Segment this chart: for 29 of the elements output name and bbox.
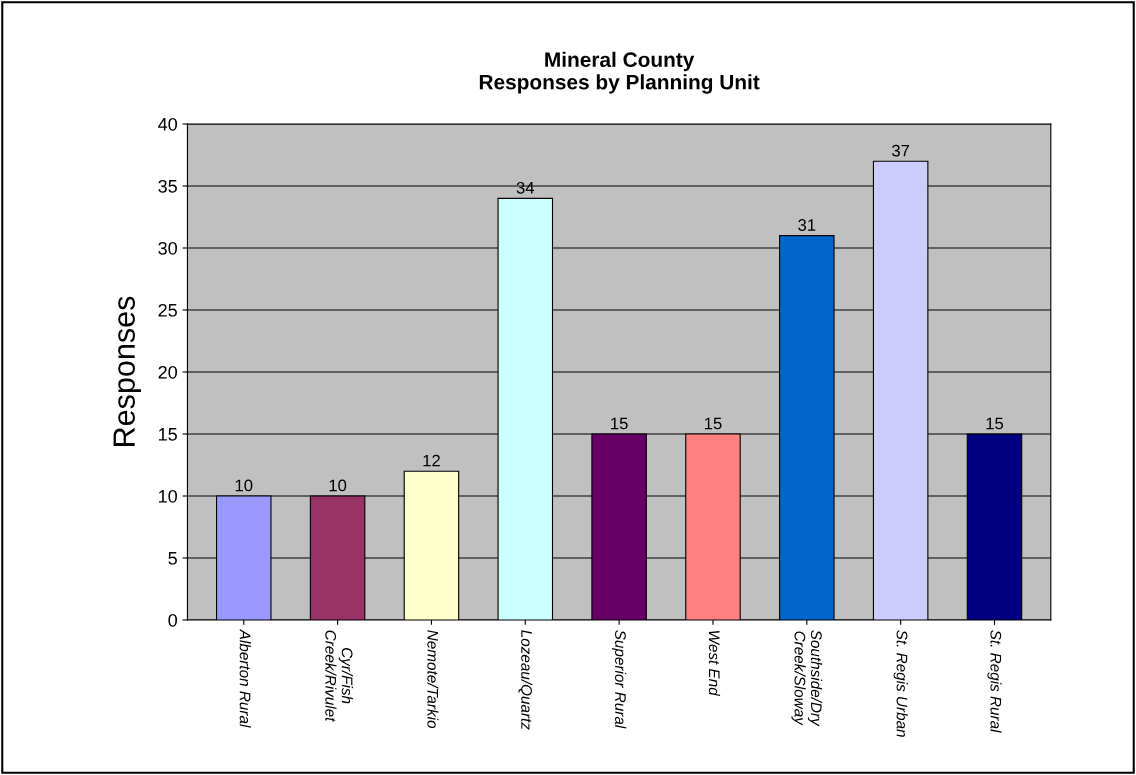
x-tick-label: St. Regis Urban <box>893 630 908 737</box>
y-tick-label: 10 <box>159 489 178 503</box>
data-label: 10 <box>329 479 347 492</box>
x-tick-label: Southside/Dry Creek/Sloway <box>791 630 823 727</box>
data-label: 34 <box>516 181 535 194</box>
data-label: 37 <box>892 144 910 157</box>
y-tick-label: 20 <box>158 365 178 379</box>
x-tick-label: St. Regis Rural <box>987 630 1002 733</box>
x-tick-label: Lozeau/Quartz <box>518 630 533 730</box>
y-tick-label: 0 <box>168 613 178 627</box>
x-tick-label: Nemote/Tarkio <box>427 630 439 729</box>
x-tick-label: Cyr/Fish Creek/Rivulet <box>325 630 353 722</box>
data-label: 31 <box>798 219 816 231</box>
y-tick-label: 30 <box>158 241 178 255</box>
y-tick-label: 5 <box>168 552 177 565</box>
y-tick-label: 35 <box>158 179 177 193</box>
data-label: 15 <box>986 417 1004 430</box>
x-tick-label: West End <box>708 631 721 697</box>
data-label: 10 <box>235 479 253 492</box>
chart-title: Mineral County Responses by Planning Unit <box>479 51 760 94</box>
data-label: 15 <box>704 417 722 430</box>
y-tick-label: 15 <box>159 428 177 441</box>
x-tick-label: Alberton Rural <box>239 628 251 728</box>
y-tick-label: 40 <box>158 117 178 131</box>
y-axis-title: Responses <box>113 296 141 446</box>
data-label: 15 <box>611 417 628 430</box>
y-tick-label: 25 <box>158 303 177 317</box>
x-tick-label: Superior Rural <box>612 630 627 729</box>
data-label: 12 <box>423 454 440 467</box>
